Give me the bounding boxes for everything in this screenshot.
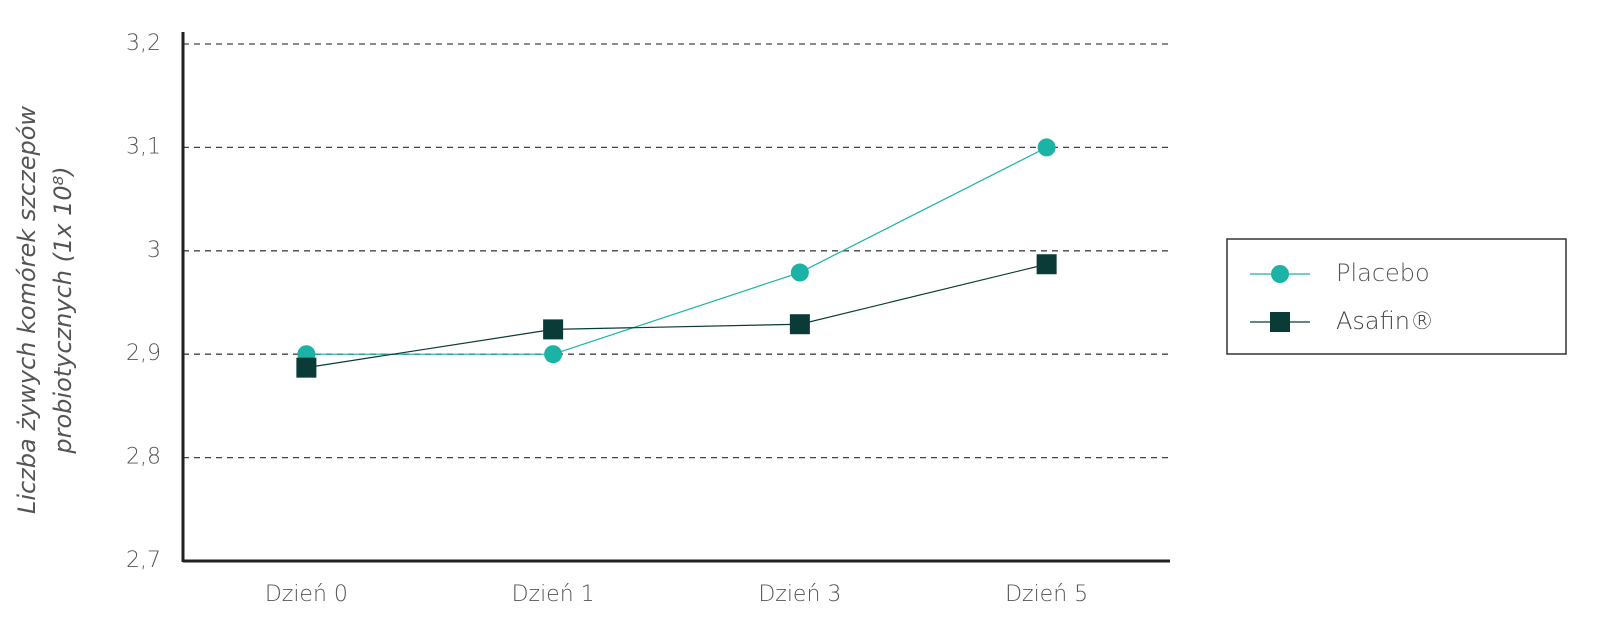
marker bbox=[1036, 254, 1057, 275]
marker bbox=[1037, 138, 1056, 157]
marker bbox=[1271, 265, 1289, 283]
x-tick-label: Dzień 5 bbox=[1005, 582, 1088, 607]
x-tick-label: Dzień 0 bbox=[265, 582, 348, 607]
x-tick-label: Dzień 3 bbox=[758, 582, 841, 607]
marker bbox=[790, 263, 809, 282]
y-tick-label: 2,8 bbox=[126, 445, 161, 470]
y-tick-label: 2,7 bbox=[126, 548, 161, 573]
legend-label: Asafin® bbox=[1336, 307, 1434, 335]
y-tick-label: 3 bbox=[147, 238, 161, 263]
line bbox=[306, 146, 1047, 355]
marker bbox=[543, 319, 564, 340]
marker bbox=[789, 314, 810, 335]
marker bbox=[544, 345, 563, 364]
y-axis-label: probiotycznych (1x 10⁸) bbox=[49, 166, 77, 454]
line bbox=[306, 263, 1047, 369]
legend-label: Placebo bbox=[1336, 259, 1430, 287]
marker bbox=[296, 357, 317, 378]
y-tick-label: 3,1 bbox=[126, 134, 161, 159]
legend-box bbox=[1226, 238, 1567, 355]
x-tick-label: Dzień 1 bbox=[512, 582, 595, 607]
y-tick-label: 2,9 bbox=[126, 341, 161, 366]
marker bbox=[1270, 312, 1290, 332]
y-axis-label: Liczba żywych komórek szczepów bbox=[13, 106, 41, 514]
y-tick-label: 3,2 bbox=[126, 31, 161, 56]
